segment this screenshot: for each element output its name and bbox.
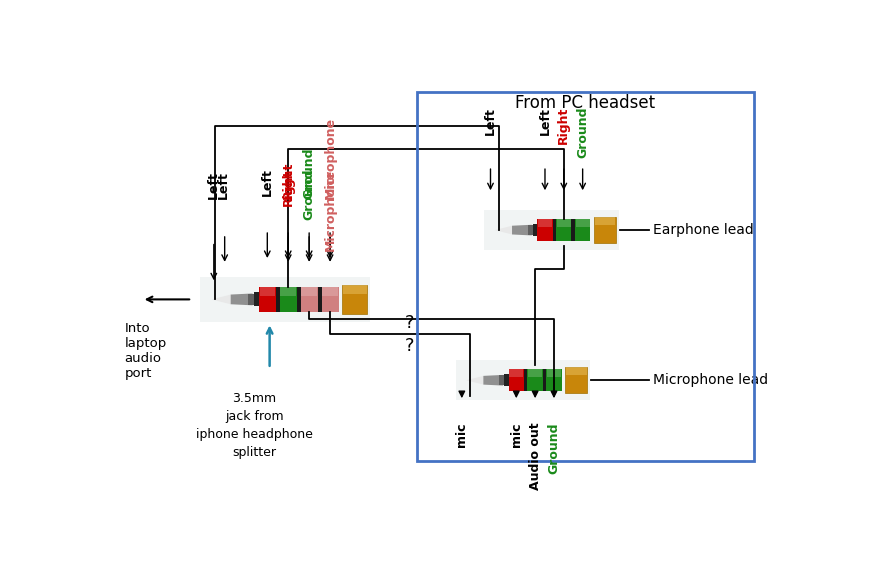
Bar — [527, 225, 533, 235]
Bar — [528, 369, 542, 377]
Polygon shape — [230, 294, 253, 306]
Text: Ground: Ground — [576, 107, 589, 158]
Bar — [322, 287, 338, 312]
Text: Microphone lead: Microphone lead — [653, 373, 768, 387]
Bar — [281, 287, 296, 296]
Bar — [301, 287, 317, 296]
Bar — [343, 285, 367, 294]
Bar — [595, 217, 616, 225]
Bar — [553, 219, 556, 241]
Polygon shape — [494, 226, 512, 234]
Bar — [297, 287, 300, 312]
Bar — [276, 287, 280, 312]
Text: Left: Left — [539, 107, 551, 135]
Text: Microphone: Microphone — [323, 169, 337, 251]
Text: Left: Left — [216, 172, 229, 200]
Text: Ground: Ground — [548, 422, 561, 474]
Bar — [575, 219, 590, 241]
Bar — [499, 376, 504, 385]
Bar — [318, 287, 322, 312]
Text: Earphone lead: Earphone lead — [653, 223, 754, 237]
Bar — [455, 360, 590, 400]
Bar — [343, 285, 368, 314]
Bar — [547, 369, 562, 392]
Text: mic: mic — [455, 422, 469, 447]
Bar — [571, 219, 575, 241]
Bar — [537, 219, 553, 241]
Text: Audio out: Audio out — [529, 422, 541, 490]
Bar — [509, 369, 524, 392]
Text: From PC headset: From PC headset — [516, 94, 656, 112]
Bar — [260, 287, 275, 296]
Text: Left: Left — [484, 107, 497, 135]
Bar — [533, 224, 537, 237]
Text: Right: Right — [282, 169, 295, 206]
Bar — [323, 287, 338, 296]
Bar — [200, 277, 370, 321]
Text: ?: ? — [404, 314, 414, 332]
Polygon shape — [484, 375, 503, 385]
Text: Ground: Ground — [303, 148, 315, 199]
Bar — [566, 367, 587, 375]
Bar — [565, 367, 587, 393]
Bar — [259, 287, 276, 312]
Bar — [504, 374, 509, 386]
Bar — [524, 369, 527, 392]
Text: Ground: Ground — [303, 169, 315, 220]
Text: 3.5mm
jack from
iphone headphone
splitter: 3.5mm jack from iphone headphone splitte… — [196, 392, 313, 459]
Bar — [556, 219, 571, 227]
Bar — [538, 219, 552, 227]
Text: Right: Right — [557, 107, 571, 144]
Bar — [556, 219, 571, 241]
Polygon shape — [212, 295, 230, 304]
Text: Right: Right — [282, 162, 295, 200]
Bar — [280, 287, 297, 312]
Bar — [254, 292, 259, 306]
Text: Left: Left — [207, 172, 221, 200]
Polygon shape — [512, 225, 532, 235]
Bar — [594, 217, 616, 243]
Bar — [300, 287, 318, 312]
Text: Left: Left — [260, 169, 274, 197]
Bar — [543, 369, 547, 392]
Bar — [576, 219, 589, 227]
Bar — [248, 294, 254, 305]
Text: Into
laptop
audio
port: Into laptop audio port — [125, 323, 167, 381]
Text: ?: ? — [404, 337, 414, 355]
Bar — [547, 369, 561, 377]
Bar — [417, 92, 754, 461]
Bar — [527, 369, 543, 392]
Bar — [509, 369, 524, 377]
Text: mic: mic — [509, 422, 523, 447]
Polygon shape — [466, 376, 484, 385]
Bar — [485, 210, 619, 250]
Text: Microphone: Microphone — [323, 117, 337, 200]
